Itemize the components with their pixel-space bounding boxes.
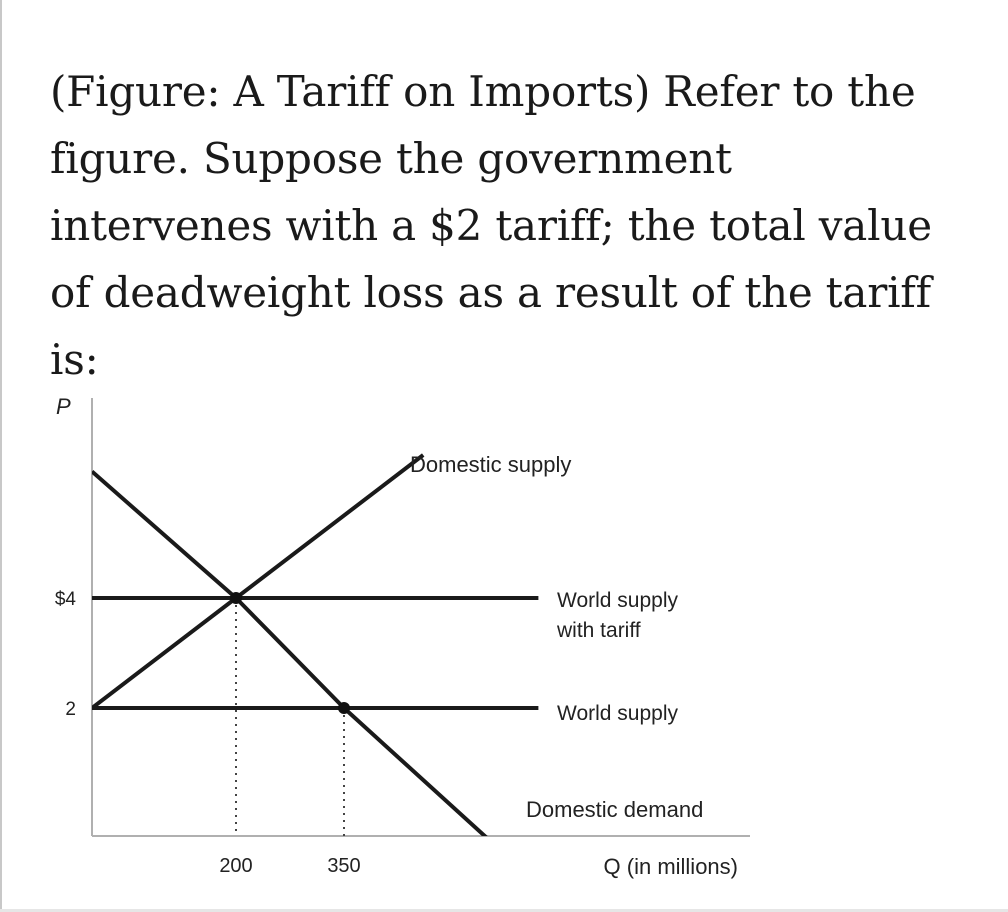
domestic-demand-label: Domestic demand: [526, 797, 703, 822]
x-axis-label: Q (in millions): [604, 854, 738, 879]
world-supply-label: World supply: [557, 702, 678, 725]
tariff-figure: P Q (in millions) $4 2 200 350 Domestic supply…: [0, 380, 1008, 900]
tariff-chart: P Q (in millions) $4 2 200 350 Domestic supply…: [55, 394, 750, 879]
domestic-supply-label: Domestic supply: [410, 452, 571, 477]
intersection-point: [338, 702, 350, 714]
x-tick-label: 200: [219, 855, 252, 877]
page-left-border: [0, 0, 2, 912]
domestic-supply-line: [92, 453, 425, 710]
page-bottom-border: [0, 909, 1008, 912]
intersection-point: [230, 592, 242, 604]
world-supply-with-tariff-label: World supply: [557, 589, 678, 612]
y-tick-label: $4: [55, 589, 77, 610]
y-tick-label: 2: [65, 699, 76, 720]
x-tick-label: 350: [327, 855, 360, 877]
question-text: (Figure: A Tariff on Imports) Refer to t…: [50, 67, 932, 384]
y-axis-label: P: [56, 394, 71, 419]
world-supply-with-tariff-label-line2: with tariff: [556, 619, 641, 642]
domestic-demand-line: [92, 469, 488, 836]
